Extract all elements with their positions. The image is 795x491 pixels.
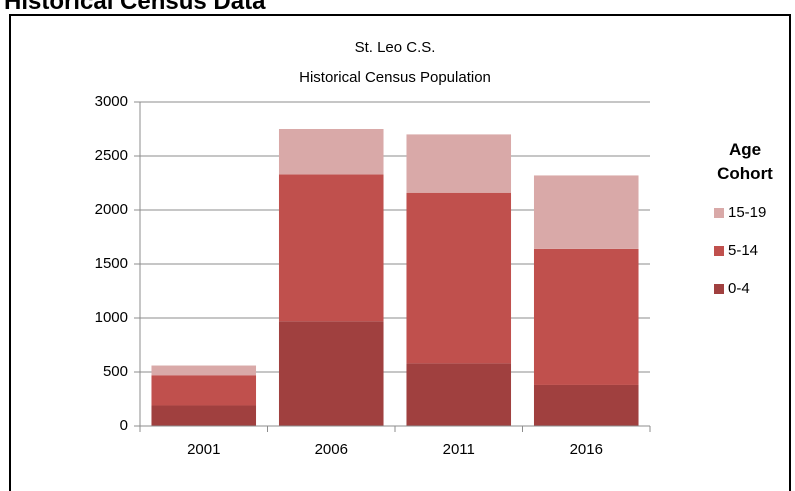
x-tick-label: 2011 [443,441,475,458]
y-tick-label: 2000 [95,201,128,218]
bar-segment [406,192,512,364]
y-tick-label: 3000 [95,93,128,110]
bar-segment [151,375,257,406]
bar-segment [533,248,639,385]
x-tick-label: 2006 [315,441,348,458]
y-tick-label: 2500 [95,147,128,164]
bar-segment [278,321,384,426]
chart-title: St. Leo C.S. [355,39,436,56]
x-tick-label: 2016 [570,441,603,458]
legend-label: 15-19 [728,204,766,221]
bar-segment [151,365,257,376]
y-tick-label: 0 [120,417,128,434]
chart-subtitle: Historical Census Population [299,69,491,86]
legend-label: 0-4 [728,280,750,297]
bar-segment [533,175,639,249]
bar-segment [278,129,384,175]
bar-segment [278,174,384,322]
bar-segment [406,134,512,193]
legend-title: Age Cohort [717,140,773,183]
y-tick-label: 500 [103,363,128,380]
bar-segment [151,405,257,426]
bar-segment [406,363,512,426]
y-tick-label: 1500 [95,255,128,272]
page-heading: Historical Census Data [4,0,266,15]
chart-frame [9,14,791,491]
y-tick-label: 1000 [95,309,128,326]
legend-label: 5-14 [728,242,758,259]
x-tick-label: 2001 [187,441,220,458]
legend-swatch [714,284,724,294]
legend-swatch [714,246,724,256]
legend-swatch [714,208,724,218]
bar-segment [533,384,639,426]
